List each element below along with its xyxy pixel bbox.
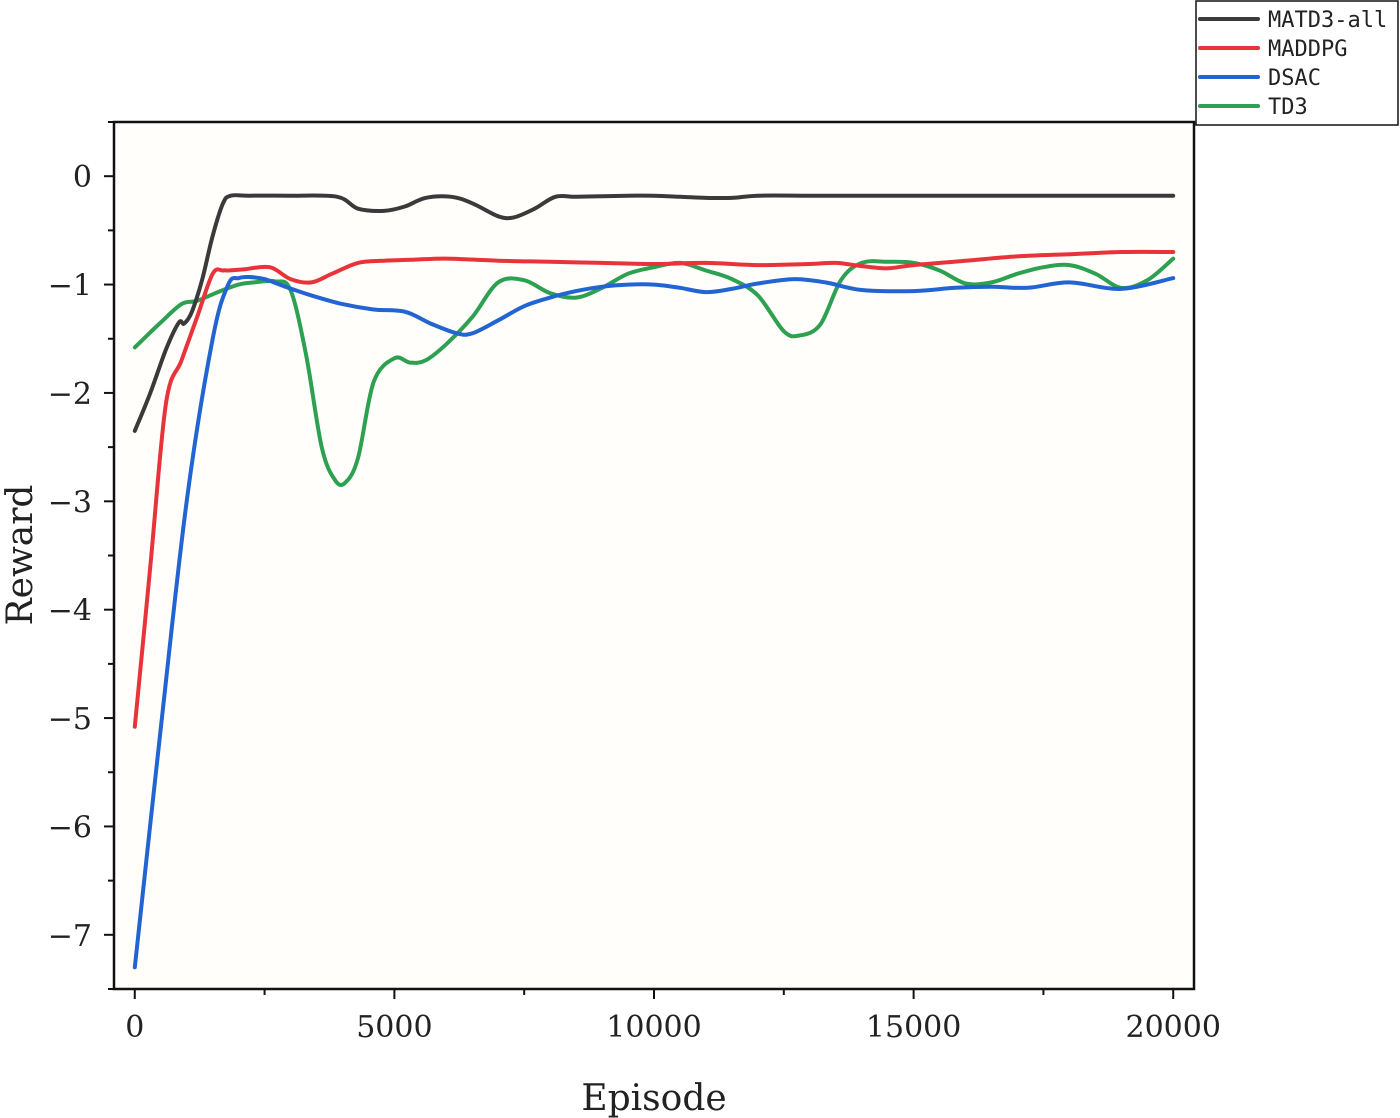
- legend-label-dsac: DSAC: [1268, 66, 1321, 91]
- y-tick-label: 0: [73, 160, 92, 195]
- series-line-dsac: [132, 274, 1176, 970]
- x-tick-label: 15000: [866, 1010, 961, 1045]
- x-axis: 0 5000 10000 15000 20000: [125, 989, 1221, 1045]
- y-tick-label: −4: [48, 594, 92, 629]
- y-tick-label: −1: [48, 269, 92, 304]
- x-tick-label: 5000: [356, 1010, 432, 1045]
- series-line-maddpg: [132, 249, 1176, 729]
- x-tick-label: 10000: [606, 1010, 701, 1045]
- series-layer: [132, 193, 1176, 970]
- y-tick-label: −5: [48, 702, 92, 737]
- legend: MATD3-all MADDPG DSAC TD3: [1195, 0, 1399, 126]
- y-tick-label: −6: [48, 810, 92, 845]
- series-line-matd3-all: [132, 193, 1176, 433]
- y-tick-label: −7: [48, 919, 92, 954]
- y-axis: 0 −1 −2 −3 −4 −5 −6 −7: [48, 121, 114, 990]
- x-axis-title: Episode: [581, 1078, 726, 1118]
- x-tick-label: 0: [125, 1010, 144, 1045]
- plot-background: [114, 122, 1194, 989]
- y-axis-title: Reward: [0, 485, 41, 626]
- legend-label-matd3-all: MATD3-all: [1268, 8, 1387, 33]
- y-tick-label: −2: [48, 377, 92, 412]
- legend-label-td3: TD3: [1268, 95, 1308, 120]
- y-tick-label: −3: [48, 485, 92, 520]
- x-tick-label: 20000: [1126, 1010, 1221, 1045]
- legend-label-maddpg: MADDPG: [1268, 37, 1347, 62]
